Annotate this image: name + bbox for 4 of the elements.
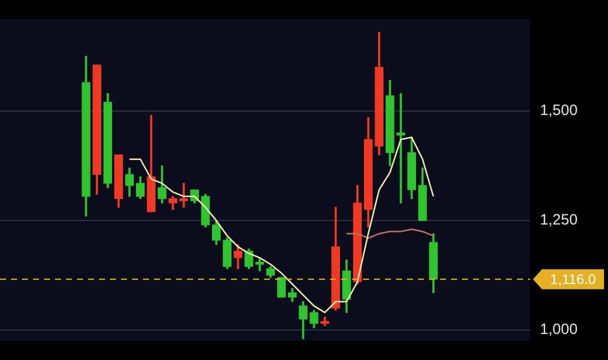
ref-line-label: 1,116.0 <box>550 271 596 288</box>
y-tick-label: 1,500 <box>540 102 578 120</box>
y-tick-label: 1,250 <box>540 212 578 229</box>
y-tick-label: 1,000 <box>540 321 578 338</box>
